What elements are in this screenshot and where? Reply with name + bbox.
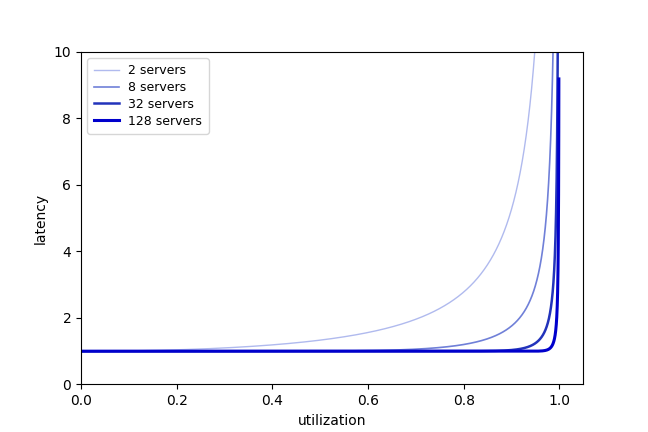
128 servers [200,349,208,354]
128 servers [555,76,562,82]
Line: 2 servers: 2 servers [81,53,535,351]
32 servers [380,349,388,354]
128 servers [281,349,289,354]
Line: 128 servers: 128 servers [81,79,559,351]
8 servers [187,349,194,354]
128 servers [134,349,142,354]
2 servers [205,346,213,351]
8 servers [549,50,557,55]
128 servers [303,349,311,354]
2 servers [421,313,428,318]
32 servers [459,349,467,354]
2 servers [450,297,457,302]
2 servers [255,343,262,349]
128 servers [487,349,494,354]
32 servers [449,349,457,354]
8 servers [521,308,529,313]
Line: 8 servers: 8 servers [81,52,553,351]
32 servers [554,51,562,56]
32 servers [275,349,283,354]
Y-axis label: latency: latency [34,193,48,244]
8 servers [257,349,264,354]
2 servers [242,344,250,349]
32 servers [294,349,301,354]
32 servers [77,349,85,354]
8 servers [181,349,189,354]
128 servers [525,349,533,354]
8 servers [219,349,227,354]
Legend: 2 servers, 8 servers, 32 servers, 128 servers: 2 servers, 8 servers, 32 servers, 128 se… [87,58,209,134]
128 servers [77,349,85,354]
2 servers [531,51,538,56]
8 servers [77,349,85,354]
X-axis label: utilization: utilization [298,414,366,428]
2 servers [375,327,383,333]
Line: 32 servers: 32 servers [81,53,558,351]
8 servers [428,346,436,351]
32 servers [238,349,246,354]
2 servers [77,349,85,354]
